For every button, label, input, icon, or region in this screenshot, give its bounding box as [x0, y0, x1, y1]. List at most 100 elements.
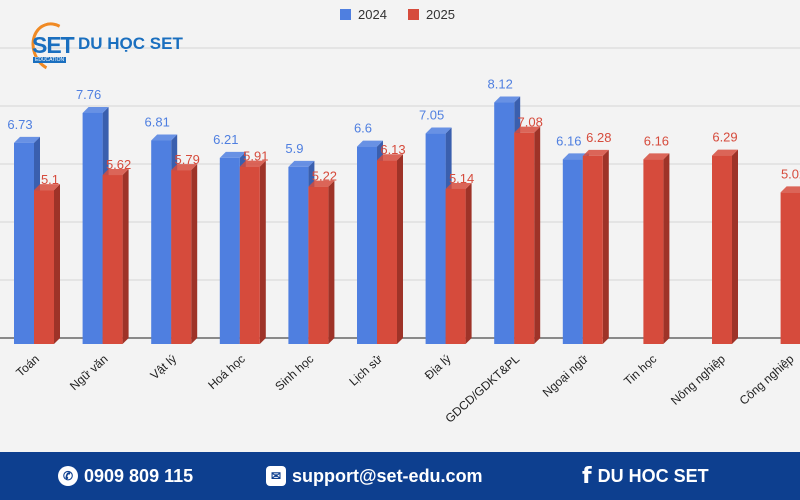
- bar-top: [171, 164, 198, 171]
- legend-label-2025: 2025: [426, 7, 455, 22]
- data-label-2025: 5.62: [106, 157, 131, 172]
- data-label-2024: 6.16: [556, 133, 581, 148]
- data-label-2024: 7.76: [76, 87, 101, 102]
- bar-2025: [239, 166, 260, 344]
- bar-top: [102, 169, 129, 176]
- brand-logo: SET EDUCATION DU HỌC SET: [24, 16, 183, 78]
- bar-top: [219, 151, 246, 158]
- bar-2025: [34, 190, 54, 344]
- bar-top: [514, 126, 541, 133]
- x-tick-label: Sinh học: [272, 352, 316, 394]
- data-label-2025: 5.14: [449, 171, 474, 186]
- facebook-icon: f: [582, 463, 592, 489]
- legend-swatch-2024: [340, 9, 351, 20]
- bar-top: [562, 153, 589, 160]
- bar-side: [259, 160, 266, 344]
- data-label-2025: 5.91: [243, 149, 268, 164]
- bar-top: [712, 149, 738, 156]
- bar-side: [191, 164, 198, 344]
- bar-side: [732, 149, 738, 344]
- bar-side: [465, 182, 472, 344]
- bar-2025: [308, 186, 329, 344]
- x-tick-label: Hoá học: [205, 352, 248, 392]
- x-tick-label: Toán: [13, 352, 42, 380]
- data-label-2024: 6.21: [213, 132, 238, 147]
- bar-2024: [494, 102, 515, 345]
- data-label-2025: 5.02: [781, 166, 800, 181]
- x-tick-label: Tin học: [621, 352, 659, 388]
- x-tick-label: Vật lý: [148, 352, 180, 382]
- bar-top: [643, 153, 670, 160]
- bar-top: [445, 182, 472, 189]
- bar-2025: [514, 132, 535, 344]
- x-tick-label: Ngoại ngữ: [540, 352, 591, 400]
- mail-icon: ✉: [266, 466, 286, 486]
- bar-2024: [562, 159, 583, 344]
- bar-side: [534, 126, 541, 345]
- bar-2025: [377, 160, 397, 344]
- bar-chart: 2024 2025 6.73 5.1 Toán 7.76 5.62 Ngữ văn 6.81 5.…: [0, 7, 800, 426]
- bar-2025: [171, 170, 192, 344]
- bar-top: [288, 160, 315, 167]
- bar-top: [780, 186, 800, 193]
- x-tick-label: Ngữ văn: [67, 352, 111, 393]
- legend-swatch-2025: [408, 9, 419, 20]
- set-logo-mark: SET EDUCATION: [24, 16, 82, 78]
- data-label-2025: 7.08: [518, 115, 543, 130]
- bar-2025: [712, 155, 732, 344]
- data-label-2025: 5.79: [175, 152, 200, 167]
- bar-top: [82, 106, 109, 113]
- bar-top: [308, 180, 335, 187]
- bar-top: [151, 134, 178, 141]
- bar-side: [54, 184, 60, 344]
- bar-top: [377, 154, 403, 161]
- data-label-2024: 7.05: [419, 108, 444, 123]
- bar-2025: [102, 175, 123, 344]
- bar-side: [663, 153, 670, 344]
- bar-side: [397, 154, 403, 344]
- bar-2024: [151, 140, 172, 344]
- bar-2024: [288, 166, 309, 344]
- bar-2024: [425, 133, 446, 344]
- bar-top: [14, 136, 40, 143]
- footer-phone[interactable]: ✆ 0909 809 115: [58, 466, 193, 487]
- brand-name: DU HỌC SET: [78, 34, 183, 53]
- bar-side: [122, 169, 129, 344]
- data-label-2024: 6.81: [145, 115, 170, 130]
- data-label-2024: 8.12: [488, 77, 513, 92]
- bar-2025: [780, 192, 800, 344]
- bar-top: [494, 96, 521, 103]
- x-tick-label: Lịch sử: [346, 352, 385, 389]
- data-label-2024: 6.73: [7, 117, 32, 132]
- bar-side: [328, 180, 335, 344]
- bar-top: [357, 140, 383, 147]
- data-label-2024: 5.9: [285, 141, 303, 156]
- data-label-2025: 5.1: [41, 172, 59, 187]
- data-label-2024: 6.6: [354, 121, 372, 136]
- bar-2024: [82, 112, 103, 345]
- data-label-2025: 5.22: [312, 169, 337, 184]
- bar-side: [602, 149, 609, 344]
- legend-label-2024: 2024: [358, 7, 387, 22]
- x-tick-label: Địa lý: [422, 352, 454, 382]
- data-label-2025: 6.28: [586, 130, 611, 145]
- footer-bar: ✆ 0909 809 115 ✉ support@set-edu.com f D…: [0, 452, 800, 500]
- x-tick-label: GDCD/GDKT&PL: [442, 352, 522, 426]
- x-tick-label: Công nghiệp: [737, 352, 797, 408]
- data-label-2025: 6.13: [380, 142, 405, 157]
- bar-2025: [582, 155, 603, 344]
- bar-2024: [219, 157, 240, 344]
- x-tick-label: Nông nghiệp: [668, 352, 728, 408]
- bar-2025: [643, 159, 664, 344]
- bar-2024: [357, 146, 377, 344]
- bar-top: [582, 149, 609, 156]
- footer-facebook[interactable]: f DU HOC SET: [582, 463, 709, 489]
- footer-email[interactable]: ✉ support@set-edu.com: [266, 466, 483, 487]
- phone-icon: ✆: [58, 466, 78, 486]
- bar-top: [239, 160, 266, 167]
- bar-2025: [445, 188, 466, 344]
- bar-2024: [14, 142, 34, 344]
- data-label-2025: 6.16: [644, 133, 669, 148]
- bar-top: [425, 127, 452, 134]
- bar-top: [34, 184, 60, 191]
